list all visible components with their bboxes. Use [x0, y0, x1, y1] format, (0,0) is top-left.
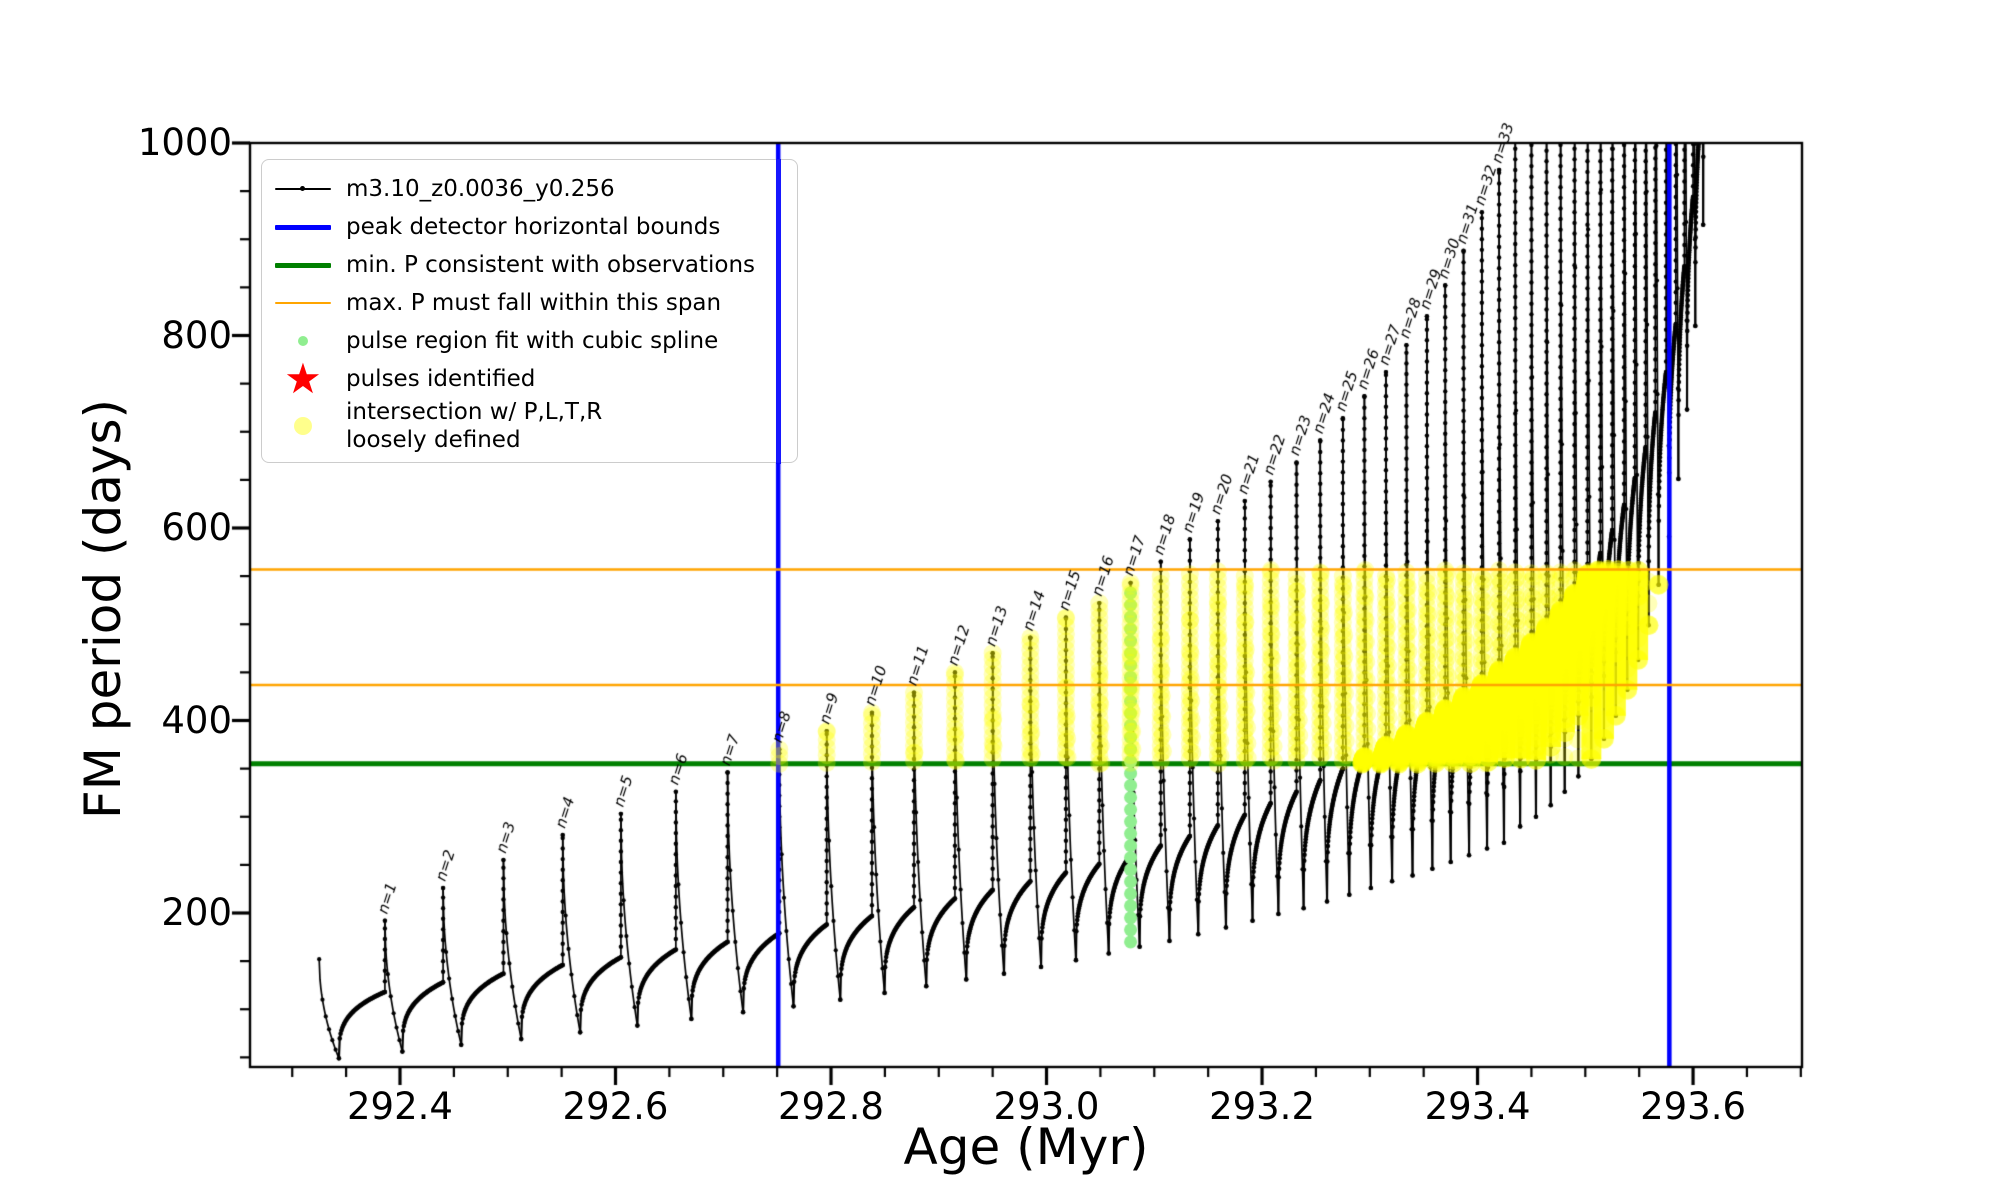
legend-item: pulse region fit with cubic spline [274, 322, 785, 360]
reference-line-icon [274, 262, 332, 268]
legend-item: max. P must fall within this span [274, 284, 785, 322]
x-tick-label: 293.0 [993, 1085, 1100, 1128]
y-tick-label: 400 [161, 698, 232, 742]
reference-line-icon [274, 224, 332, 230]
y-axis-label: FM period (days) [74, 399, 132, 819]
legend-item-label: pulses identified [346, 365, 536, 392]
legend-item-label: pulse region fit with cubic spline [346, 327, 719, 354]
x-tick-label: 293.6 [1640, 1085, 1747, 1128]
legend-item: min. P consistent with observations [274, 246, 785, 284]
legend-item: ★ pulses identified [274, 354, 785, 403]
x-tick-label: 292.6 [562, 1085, 669, 1128]
marker-dot-icon [274, 417, 332, 436]
x-tick-label: 293.2 [1209, 1085, 1315, 1128]
series-line-icon [274, 186, 332, 191]
y-tick-label: 600 [161, 506, 232, 549]
y-tick-label: 800 [161, 313, 232, 357]
marker-dot-icon [274, 336, 332, 346]
x-tick-label: 292.4 [347, 1085, 453, 1128]
legend-item-label: peak detector horizontal bounds [346, 213, 721, 240]
legend-item-label: max. P must fall within this span [346, 289, 722, 316]
y-tick-label: 1000 [137, 121, 232, 164]
y-tick-label: 200 [161, 891, 232, 934]
x-tick-label: 293.4 [1424, 1085, 1531, 1128]
reference-line-icon [274, 301, 332, 305]
star-icon: ★ [284, 354, 322, 403]
legend-item-label: min. P consistent with observations [346, 251, 756, 278]
legend-item: intersection w/ P,L,T,R loosely defined [274, 398, 785, 454]
legend-item: m3.10_z0.0036_y0.256 [274, 170, 785, 208]
legend-item-label: intersection w/ P,L,T,R loosely defined [346, 399, 603, 454]
legend-item-label: m3.10_z0.0036_y0.256 [346, 175, 615, 202]
peak-bound-line-over-legend [776, 159, 781, 464]
legend-item: peak detector horizontal bounds [274, 208, 785, 246]
x-tick-label: 292.8 [778, 1085, 884, 1128]
x-axis-label: Age (Myr) [903, 1118, 1149, 1176]
